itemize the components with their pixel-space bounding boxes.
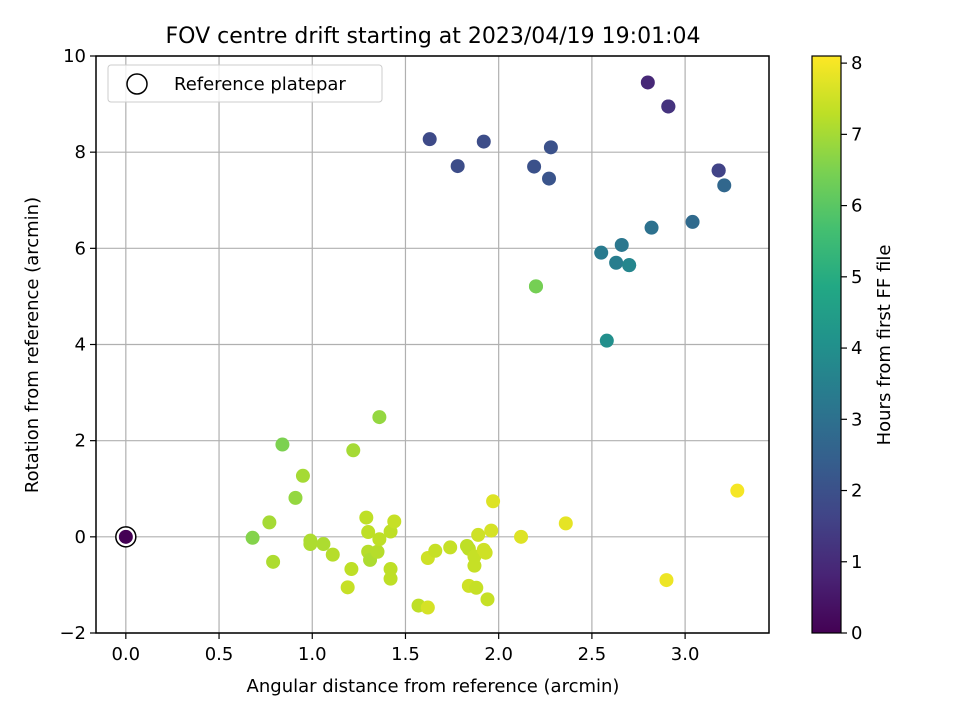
data-point [325,547,340,562]
data-point [288,490,303,505]
data-point [372,410,387,425]
data-point [659,573,674,588]
data-point [609,255,624,270]
legend-entry-reference: Reference platepar [174,74,346,95]
data-point [344,562,359,577]
colorbar-gradient [811,55,842,634]
data-point [484,523,499,538]
data-point [370,544,385,559]
data-point [443,540,458,555]
y-tick-label: 8 [75,142,86,163]
x-tick-label: 0.5 [205,644,234,665]
data-point [685,214,700,229]
data-point [450,159,465,174]
data-point [486,494,501,509]
y-tick-label: 10 [63,46,86,67]
data-point [245,530,260,545]
data-point [640,75,655,90]
y-tick-label: 6 [75,238,86,259]
data-point [622,258,637,273]
x-tick-label: 0.0 [112,644,141,665]
x-tick-label: 1.5 [391,644,420,665]
data-point [661,99,676,114]
data-point [528,279,543,294]
x-tick-label: 2.5 [578,644,607,665]
legend-box [107,64,383,103]
y-axis-label: Rotation from reference (arcmin) [22,197,43,493]
data-point [599,333,614,348]
colorbar: 0 1 2 3 4 5 6 7 8 Hours from first FF file [811,53,895,644]
data-point [303,537,318,552]
colorbar-tick-label: 1 [851,552,862,573]
x-tick-label: 2.0 [484,644,513,665]
data-point [527,159,542,174]
data-point [480,592,495,607]
chart-title: FOV centre drift starting at 2023/04/19 … [166,24,701,49]
y-tick-label: 4 [75,335,86,356]
data-point [420,600,435,615]
data-point [266,554,281,569]
data-point [387,514,402,529]
colorbar-tick-label: 2 [851,481,862,502]
data-point [471,527,486,542]
y-tick-label: 2 [75,431,86,452]
data-points [115,75,745,615]
reference-point [118,529,133,544]
data-point [644,220,659,235]
colorbar-tick-label: 5 [851,267,862,288]
x-tick-label: 1.0 [298,644,327,665]
data-point [428,543,443,558]
data-point [594,245,609,260]
data-point [542,171,557,186]
data-point [316,537,331,552]
data-point [476,134,491,149]
data-point [262,515,277,530]
data-point [514,529,529,544]
axes: 0.0 0.5 1.0 1.5 2.0 2.5 3.0 −2 0 2 4 6 8 10 [59,46,699,665]
data-point [614,237,629,252]
y-tick-label: 0 [75,527,86,548]
data-point [730,483,745,498]
data-point [467,558,482,573]
x-axis-label: Angular distance from reference (arcmin) [247,676,620,697]
data-point [558,516,573,531]
x-tick-label: 3.0 [671,644,700,665]
colorbar-ticks: 0 1 2 3 4 5 6 7 8 [841,53,862,644]
colorbar-tick-label: 3 [851,409,862,430]
data-point [361,525,376,540]
data-point [383,562,398,577]
colorbar-tick-label: 0 [851,623,862,644]
data-point [295,468,310,483]
y-tick-label: −2 [59,623,86,644]
legend-marker-icon [126,73,148,95]
plot-frame [95,55,770,634]
colorbar-label: Hours from first FF file [874,245,895,446]
colorbar-tick-label: 6 [851,196,862,217]
data-point [275,437,290,452]
colorbar-tick-label: 7 [851,124,862,145]
colorbar-tick-label: 4 [851,338,862,359]
data-point [383,571,398,586]
colorbar-tick-label: 8 [851,53,862,74]
data-point [340,580,355,595]
data-point [359,510,374,525]
data-point [469,580,484,595]
data-point [422,132,437,147]
data-point [543,140,558,155]
data-point [372,532,387,547]
data-point [717,178,732,193]
legend: Reference platepar [107,64,383,103]
data-point [478,545,493,560]
data-point [711,163,726,178]
data-point [346,443,361,458]
